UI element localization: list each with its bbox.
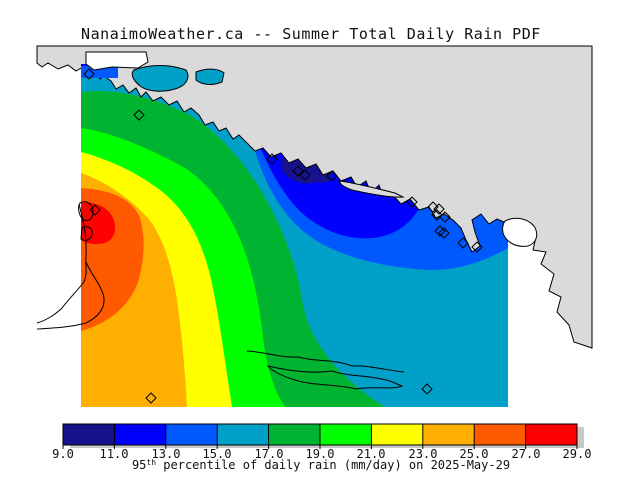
station-marker-diamond xyxy=(133,109,145,121)
colorbar-segment xyxy=(63,424,115,445)
colorbar-segment xyxy=(525,424,577,445)
station-marker-diamond xyxy=(427,201,439,213)
band-9-11 xyxy=(280,155,333,184)
caption-prefix: 95 xyxy=(131,458,147,472)
white-island xyxy=(502,217,538,247)
colorbar-tick-label: 11.0 xyxy=(99,447,129,461)
station-marker-diamond xyxy=(433,203,445,215)
colorbar-segment xyxy=(217,424,269,445)
colorbar-segment xyxy=(371,424,423,445)
station-marker-diamond xyxy=(421,383,433,395)
colorbar-segment xyxy=(114,424,166,445)
colorbar-tick-label: 17.0 xyxy=(254,447,284,461)
colorbar-tick-label: 13.0 xyxy=(151,447,181,461)
station-marker-diamond xyxy=(326,170,338,182)
station-marker-diamond xyxy=(299,169,311,181)
station-marker-diamond xyxy=(438,227,450,239)
band-27-29 xyxy=(81,202,115,245)
colorbar-tick-label: 23.0 xyxy=(408,447,438,461)
colorbar-tick-label: 25.0 xyxy=(459,447,489,461)
colorbar-tick-label: 19.0 xyxy=(305,447,335,461)
station-marker-diamond xyxy=(431,209,443,221)
caption-rest: percentile of daily rain (mm/day) on 202… xyxy=(156,458,511,472)
colorbar-segment xyxy=(320,424,372,445)
colorbar-tick-label: 29.0 xyxy=(562,447,592,461)
colorbar-segment xyxy=(165,424,218,445)
vancouver-island-coastlines xyxy=(36,201,105,330)
colorbar-segment xyxy=(474,424,526,445)
below-scale-bay xyxy=(85,51,149,71)
colorbar-segments xyxy=(63,424,577,445)
station-marker-diamond xyxy=(266,153,278,165)
station-marker-diamond xyxy=(457,237,469,249)
peninsula-bay xyxy=(476,228,486,238)
colorbar-segment xyxy=(268,424,320,445)
caption-superscript: th xyxy=(146,458,157,467)
station-marker-diamond xyxy=(292,165,304,177)
colorbar-tick-label: 21.0 xyxy=(356,447,386,461)
station-marker-diamond xyxy=(439,211,451,223)
colorbar-caption: 95th percentile of daily rain (mm/day) o… xyxy=(132,458,510,472)
station-markers xyxy=(83,68,483,404)
station-marker-diamond xyxy=(145,392,157,404)
colorbar-border xyxy=(62,423,578,446)
station-marker-diamond xyxy=(406,196,418,208)
colorbar-segment xyxy=(422,424,475,445)
station-marker-diamond xyxy=(83,68,95,80)
station-marker-diamond xyxy=(471,241,483,253)
delta-coastlines xyxy=(246,350,405,390)
colorbar-tick-label: 27.0 xyxy=(511,447,541,461)
bay-inlet-west xyxy=(131,65,189,92)
station-marker-diamond xyxy=(89,204,101,216)
colorbar-tick-label: 15.0 xyxy=(202,447,232,461)
island-sliver xyxy=(339,180,405,198)
colorbar-tick-label: 9.0 xyxy=(52,447,74,461)
page-title: NanaimoWeather.ca -- Summer Total Daily … xyxy=(81,25,541,43)
bay-inlet-east xyxy=(195,68,225,85)
